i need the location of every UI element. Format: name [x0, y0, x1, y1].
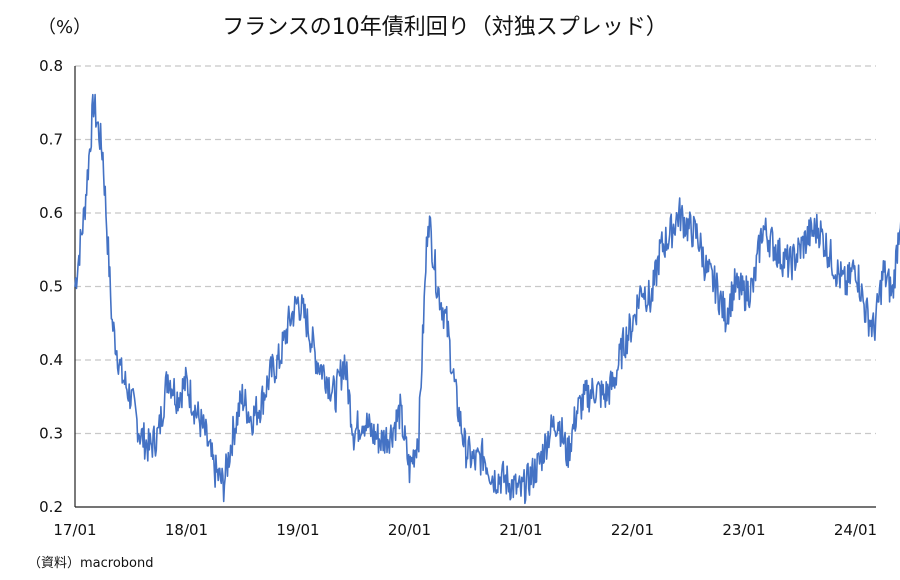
- x-tick-label: 23/01: [722, 521, 765, 539]
- y-tick-label: 0.4: [39, 351, 63, 369]
- gridlines: [75, 65, 876, 435]
- y-tick-label: 0.2: [39, 498, 63, 516]
- x-tick-label: 18/01: [165, 521, 208, 539]
- y-tick-label: 0.6: [39, 204, 63, 222]
- x-tick-label: 17/01: [53, 521, 96, 539]
- x-tick-label: 21/01: [499, 521, 542, 539]
- series-line: [74, 93, 900, 505]
- x-tick-label: 19/01: [276, 521, 319, 539]
- chart-title: フランスの10年債利回り（対独スプレッド）: [222, 15, 668, 40]
- y-tick-label: 0.8: [39, 57, 63, 75]
- y-tick-label: 0.5: [39, 278, 63, 296]
- x-axis-ticks: 17/01 18/01 19/01 20/01 21/01 22/01 23/01 24/01: [53, 521, 877, 539]
- y-tick-label: 0.7: [39, 131, 63, 149]
- x-tick-label: 24/01: [834, 521, 877, 539]
- y-tick-label: 0.3: [39, 425, 63, 443]
- y-unit-label: （%）: [38, 17, 91, 38]
- y-axis-ticks: 0.8 0.7 0.6 0.5 0.4 0.3 0.2: [39, 57, 63, 516]
- x-tick-label: 22/01: [611, 521, 654, 539]
- series-group: [74, 93, 900, 505]
- source-note: （資料）macrobond: [28, 556, 154, 571]
- x-tick-label: 20/01: [388, 521, 431, 539]
